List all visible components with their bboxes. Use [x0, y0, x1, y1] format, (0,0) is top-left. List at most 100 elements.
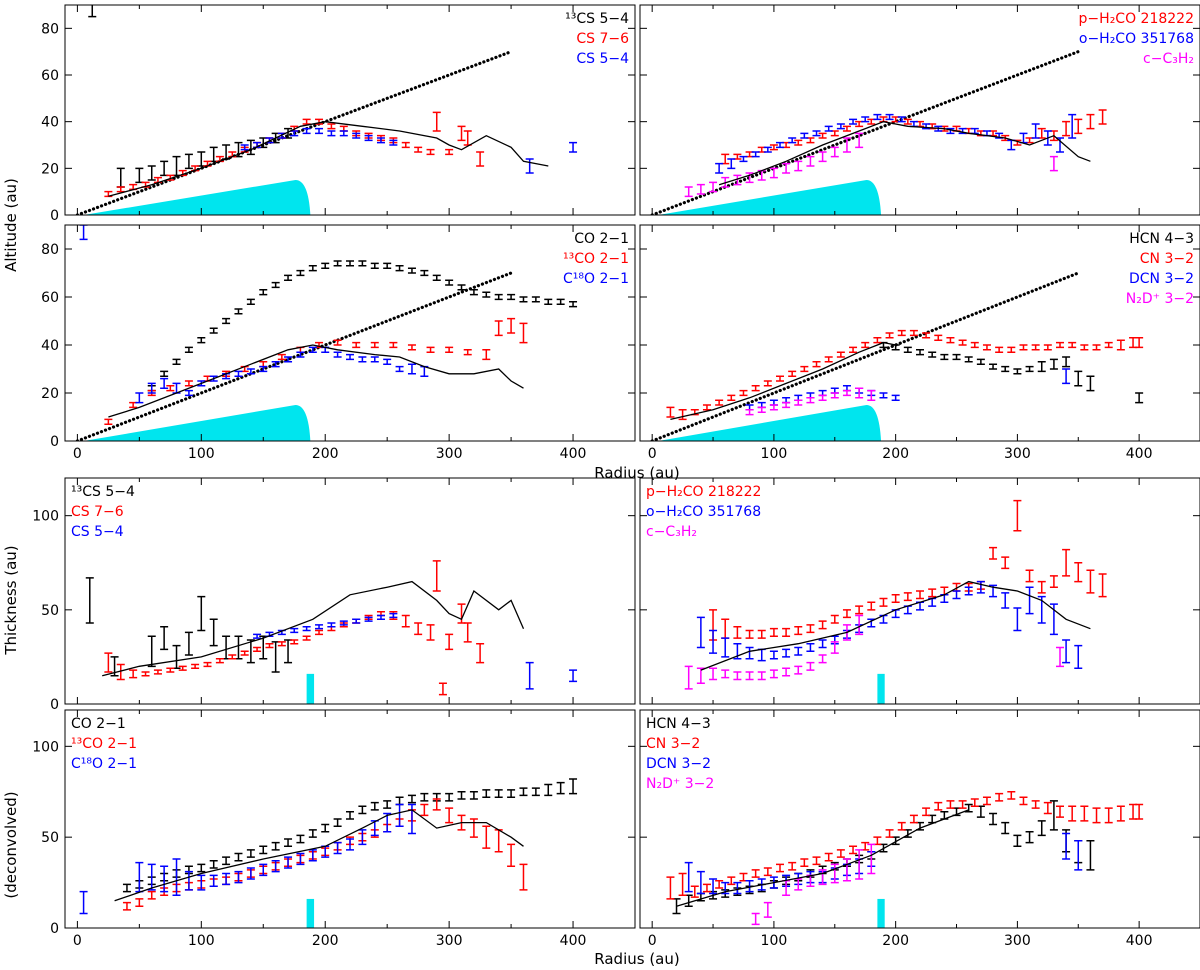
data-point	[1104, 807, 1113, 824]
data-point	[519, 296, 528, 303]
data-point	[1049, 575, 1058, 588]
data-point	[147, 863, 156, 891]
data-point	[976, 805, 985, 818]
y-tick-label: 100	[32, 739, 59, 755]
data-point	[836, 849, 845, 858]
data-point	[184, 870, 193, 891]
data-point	[259, 365, 268, 373]
data-point	[445, 807, 454, 824]
x-tick-label: 100	[188, 933, 215, 949]
data-point	[370, 356, 379, 363]
data-point	[995, 346, 1004, 353]
data-point	[271, 641, 280, 673]
plot-area	[684, 499, 1107, 704]
data-point	[482, 349, 491, 361]
data-point	[364, 134, 373, 142]
data-point	[794, 626, 803, 636]
data-point	[476, 642, 485, 664]
dotted-line	[650, 50, 1080, 215]
x-axis-label-lower: Radius (au)	[594, 950, 679, 968]
data-point	[745, 880, 754, 893]
data-point	[296, 852, 305, 866]
data-point	[830, 641, 839, 654]
data-point	[1098, 573, 1107, 598]
data-point	[302, 127, 311, 135]
data-point	[769, 144, 778, 151]
data-point	[302, 118, 311, 125]
data-point	[469, 289, 478, 296]
data-point	[806, 624, 815, 634]
data-point	[1086, 840, 1095, 871]
data-point	[757, 629, 766, 639]
legend-entry: CS 5−4	[71, 524, 124, 540]
data-point	[1074, 644, 1083, 669]
data-point	[315, 624, 324, 630]
data-point	[879, 392, 888, 399]
data-point	[135, 898, 144, 907]
data-point	[1007, 346, 1016, 353]
data-point	[1080, 805, 1089, 822]
data-point	[333, 818, 342, 828]
data-point	[463, 130, 472, 146]
data-point	[1074, 840, 1083, 871]
data-point	[1080, 344, 1089, 351]
panel-alt_h2co: p−H₂CO 218222 o−H₂CO 351768 c−C₃H₂	[639, 4, 1200, 216]
legend-entry: CN 3−2	[646, 736, 700, 752]
x-tick-label: 200	[882, 446, 909, 462]
data-point	[1013, 834, 1022, 847]
data-point	[172, 358, 181, 365]
data-point	[946, 337, 955, 344]
data-point	[1001, 556, 1010, 570]
data-point	[507, 317, 516, 334]
data-point	[1037, 127, 1046, 139]
data-point	[395, 365, 404, 373]
legend-entry: HCN 4−3	[646, 716, 711, 732]
data-point	[531, 296, 540, 303]
data-point	[678, 409, 687, 421]
data-point	[327, 123, 336, 130]
data-point	[721, 618, 730, 639]
data-point	[544, 298, 553, 305]
data-point	[308, 265, 317, 272]
data-point	[358, 805, 367, 815]
data-point	[147, 890, 156, 900]
series-C¹⁸O 2−1	[79, 803, 416, 915]
data-point	[569, 778, 578, 795]
data-point	[135, 167, 144, 184]
data-point	[346, 353, 354, 361]
legend-entry: ¹³CO 2−1	[563, 251, 629, 267]
data-point	[519, 863, 528, 891]
panel-thk_hcn: 0 100 200 300 400 HCN 4−3 CN 3−2 DCN 3−2 N₂D⁺ 3−…	[639, 709, 1200, 949]
data-point	[197, 151, 206, 167]
data-point	[891, 394, 900, 401]
data-point	[1062, 548, 1071, 577]
data-point	[903, 346, 912, 353]
data-point	[952, 353, 961, 361]
data-point	[1025, 830, 1034, 844]
data-point	[757, 671, 766, 681]
data-point	[684, 186, 693, 198]
data-point	[861, 341, 870, 349]
x-tick-label: 300	[436, 446, 463, 462]
y-tick-label: 50	[41, 603, 59, 619]
x-tick-label: 0	[73, 446, 82, 462]
x-tick-label: 300	[1004, 446, 1031, 462]
data-point	[1001, 821, 1010, 835]
data-point	[395, 803, 404, 828]
data-point	[290, 639, 299, 645]
data-point	[259, 845, 268, 855]
data-point	[806, 397, 815, 404]
cyan-region	[306, 898, 315, 928]
cyan-region	[306, 673, 315, 704]
data-point	[389, 341, 398, 349]
data-point	[246, 298, 255, 305]
data-point	[903, 592, 912, 602]
data-point	[776, 863, 784, 873]
data-point	[1013, 607, 1022, 632]
data-point	[166, 385, 175, 392]
y-tick-label: 60	[41, 290, 59, 306]
data-point	[909, 814, 918, 824]
data-point	[842, 858, 851, 882]
data-point	[253, 646, 262, 653]
data-point	[794, 399, 803, 406]
